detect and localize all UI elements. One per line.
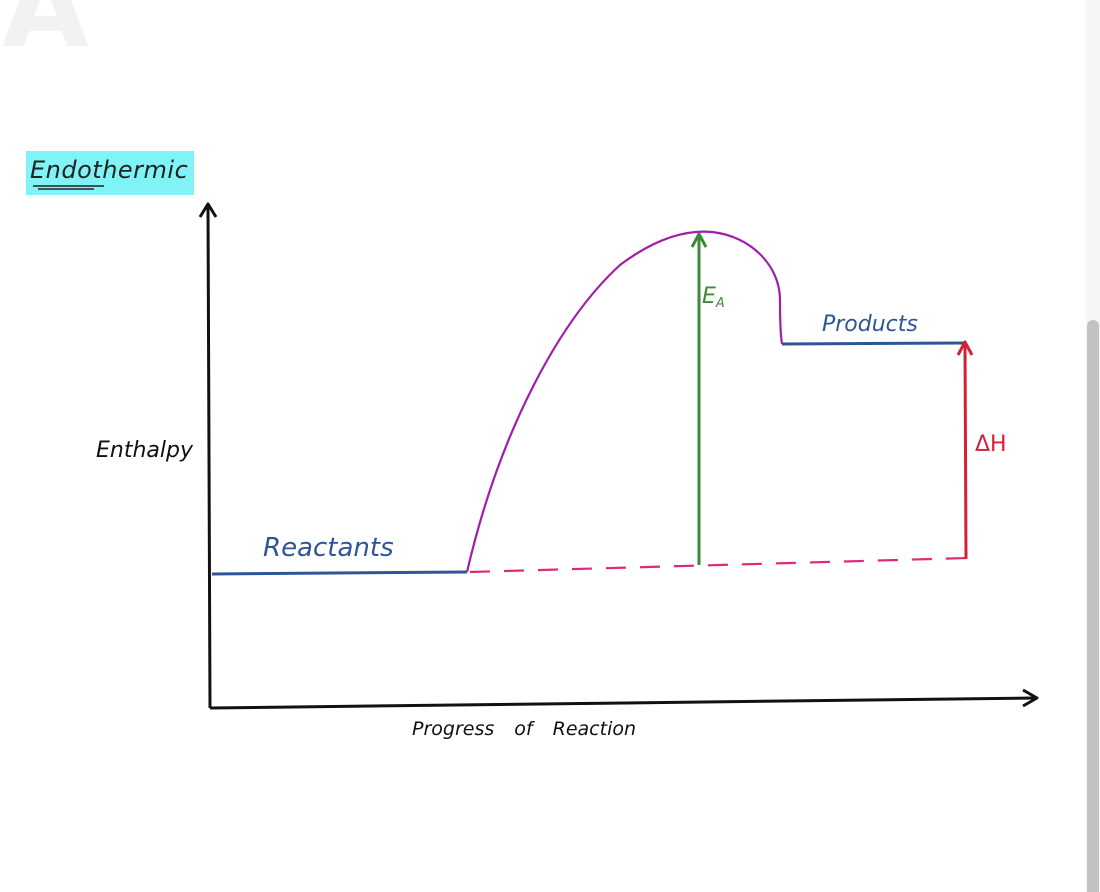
y-axis xyxy=(206,205,212,709)
y-axis-label: Enthalpy xyxy=(96,438,194,463)
enthalpy-change-arrowhead xyxy=(956,340,974,356)
title-highlight xyxy=(26,151,194,195)
products-level xyxy=(781,341,967,346)
diagram-title: Endothermic xyxy=(30,156,189,184)
activation-energy-main: E xyxy=(702,284,716,309)
x-axis-arrowhead xyxy=(1022,688,1039,708)
activation-energy-arrowhead xyxy=(690,232,708,248)
x-axis xyxy=(209,696,1035,710)
activation-energy-label: EA xyxy=(702,284,725,311)
y-axis-arrowhead xyxy=(198,202,218,218)
enthalpy-change-arrow xyxy=(963,343,968,560)
title-underline xyxy=(33,185,104,190)
reactants-level xyxy=(211,570,468,576)
enthalpy-change-label: ΔH xyxy=(975,432,1007,457)
reaction-curve xyxy=(465,230,784,573)
reactant-baseline-dashed xyxy=(469,556,969,574)
faded-letter: A xyxy=(2,0,89,73)
products-label: Products xyxy=(822,312,918,337)
activation-energy-sub: A xyxy=(715,296,725,311)
reactants-label: Reactants xyxy=(263,533,394,563)
x-axis-label: Progress of Reaction xyxy=(412,718,636,740)
scrollbar-thumb[interactable] xyxy=(1087,320,1099,892)
